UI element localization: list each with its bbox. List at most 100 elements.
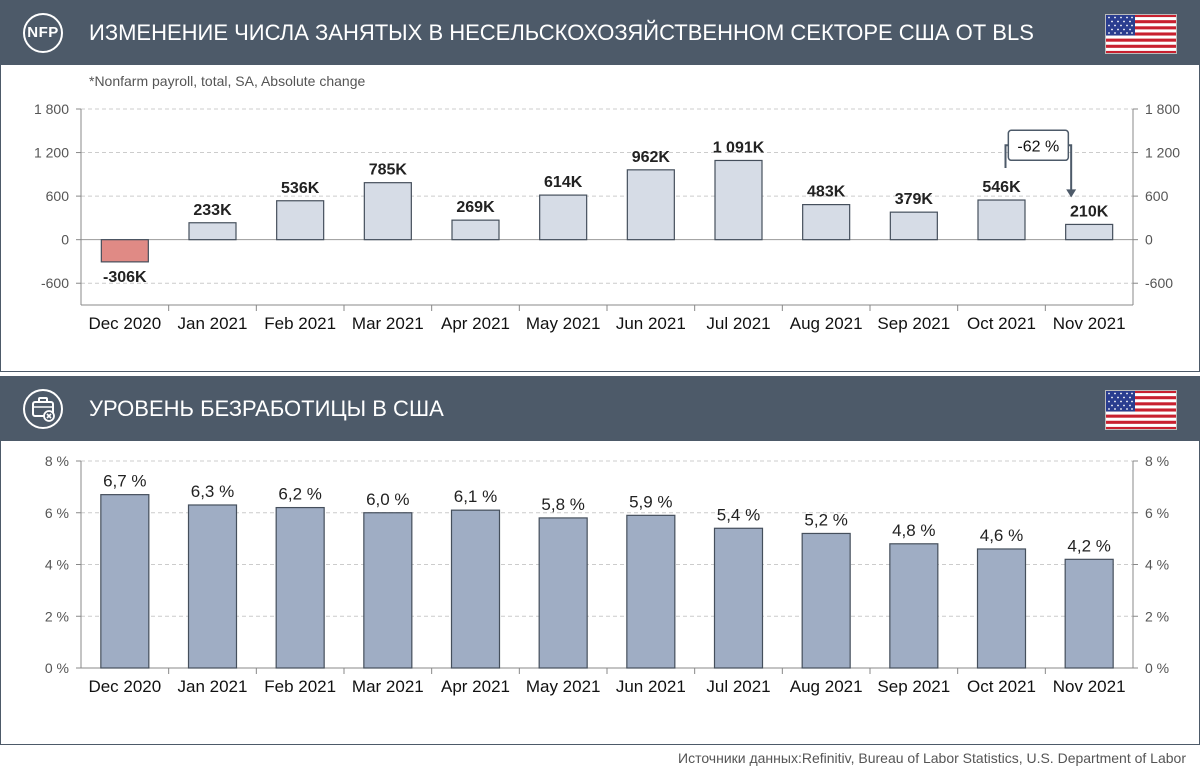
data-label: 962K [632,149,671,166]
y-tick-label-right: 1 200 [1145,145,1180,161]
bar-oct-2021 [977,199,1026,241]
y-tick-label-left: 1 200 [34,145,69,161]
data-label: 546K [982,179,1021,196]
x-tick-label: Jul 2021 [706,677,770,696]
data-label: 5,9 % [629,492,672,511]
data-label: 536K [281,180,320,197]
bar-dec-2020 [100,239,149,263]
us-flag-icon [1105,14,1177,59]
data-label: 6,1 % [454,487,497,506]
x-tick-label: Dec 2020 [88,314,161,333]
chart-note: *Nonfarm payroll, total, SA, Absolute ch… [89,73,365,89]
y-tick-label-left: 2 % [45,608,69,624]
data-label: 269K [456,199,495,216]
y-tick-label-left: 0 [61,232,69,248]
x-tick-label: Mar 2021 [352,314,424,333]
bar-may-2021 [539,194,588,241]
x-tick-label: Jun 2021 [616,314,686,333]
nfp-header: NFP ИЗМЕНЕНИЕ ЧИСЛА ЗАНЯТЫХ В НЕСЕЛЬСКОХ… [1,1,1199,65]
nfp-chart: *Nonfarm payroll, total, SA, Absolute ch… [34,73,1180,333]
data-label: 6,2 % [278,485,321,504]
x-tick-label: Feb 2021 [264,677,336,696]
bar-jan-2021 [188,222,237,241]
x-tick-label: May 2021 [526,314,601,333]
x-tick-label: Sep 2021 [877,677,950,696]
x-tick-label: Apr 2021 [441,314,510,333]
x-tick-label: Nov 2021 [1053,677,1126,696]
unemployment-panel: УРОВЕНЬ БЕЗРАБОТИЦЫ В США [0,376,1200,745]
bar-jun-2021 [626,169,675,241]
x-tick-label: Mar 2021 [352,677,424,696]
data-label: 6,0 % [366,490,409,509]
data-label: 6,7 % [103,472,146,491]
bar-jul-2021 [714,159,763,241]
nfp-badge-text: NFP [27,24,59,41]
x-tick-label: Jun 2021 [616,677,686,696]
data-label: 210K [1070,203,1109,220]
bar-feb-2021 [275,506,325,669]
x-tick-label: May 2021 [526,677,601,696]
unemployment-chart-title: УРОВЕНЬ БЕЗРАБОТИЦЫ В США [89,396,444,421]
bar-nov-2021 [1065,223,1114,241]
bar-aug-2021 [801,532,851,669]
y-tick-label-right: 1 800 [1145,101,1180,117]
bar-oct-2021 [976,548,1027,669]
bar-apr-2021 [450,509,501,669]
data-label: 4,8 % [892,521,935,540]
data-label: 379K [895,191,934,208]
y-tick-label-left: 6 % [45,505,69,521]
y-tick-label-right: 6 % [1145,505,1169,521]
y-tick-label-right: 4 % [1145,557,1169,573]
bar-mar-2021 [363,512,413,669]
y-tick-label-right: -600 [1145,275,1173,291]
bar-aug-2021 [802,204,851,241]
y-tick-label-left: -600 [41,275,69,291]
y-tick-label-right: 8 % [1145,453,1169,469]
data-label: 5,2 % [804,510,847,529]
y-tick-label-left: 600 [46,188,70,204]
bar-nov-2021 [1064,558,1114,669]
bar-sep-2021 [889,543,939,669]
bar-dec-2020 [100,494,150,669]
unemployment-chart: 0 % 0 % 2 % 2 % 4 % 4 % 6 % 6 % 8 % 8 % 6,7 % Dec 2… [45,453,1169,696]
data-label: 4,2 % [1067,536,1110,555]
bar-jun-2021 [626,514,676,669]
x-tick-label: Apr 2021 [441,677,510,696]
data-label: 5,8 % [541,495,584,514]
data-label: 6,3 % [191,482,234,501]
data-label: 1 091K [713,139,765,156]
x-tick-label: Oct 2021 [967,314,1036,333]
data-label: 614K [544,174,583,191]
change-arrow-head [1066,189,1077,198]
y-tick-label-right: 0 % [1145,660,1169,676]
nfp-panel: NFP ИЗМЕНЕНИЕ ЧИСЛА ЗАНЯТЫХ В НЕСЕЛЬСКОХ… [0,0,1200,372]
y-tick-label-right: 600 [1145,188,1169,204]
x-tick-label: Jul 2021 [706,314,770,333]
x-tick-label: Sep 2021 [877,314,950,333]
data-label: 785K [369,162,408,179]
bar-jan-2021 [187,504,238,669]
x-tick-label: Dec 2020 [88,677,161,696]
y-tick-label-left: 8 % [45,453,69,469]
nfp-chart-title: ИЗМЕНЕНИЕ ЧИСЛА ЗАНЯТЫХ В НЕСЕЛЬСКОХОЗЯЙ… [89,20,1034,45]
y-tick-label-left: 0 % [45,660,69,676]
nfp-badge: NFP [23,13,63,53]
bar-mar-2021 [363,182,412,241]
unemployment-header: УРОВЕНЬ БЕЗРАБОТИЦЫ В США [1,377,1199,441]
change-annotation-text: -62 % [1017,138,1059,155]
bar-feb-2021 [276,200,325,241]
data-label: -306K [103,269,147,286]
data-label: 5,4 % [717,505,760,524]
data-label: 4,6 % [980,526,1023,545]
y-tick-label-left: 4 % [45,557,69,573]
bar-sep-2021 [889,211,938,241]
x-tick-label: Jan 2021 [178,677,248,696]
x-tick-label: Jan 2021 [178,314,248,333]
bar-apr-2021 [451,219,500,241]
data-label: 483K [807,184,846,201]
x-tick-label: Aug 2021 [790,677,863,696]
x-tick-label: Aug 2021 [790,314,863,333]
y-tick-label-right: 0 [1145,232,1153,248]
x-tick-label: Oct 2021 [967,677,1036,696]
bar-may-2021 [538,517,588,669]
